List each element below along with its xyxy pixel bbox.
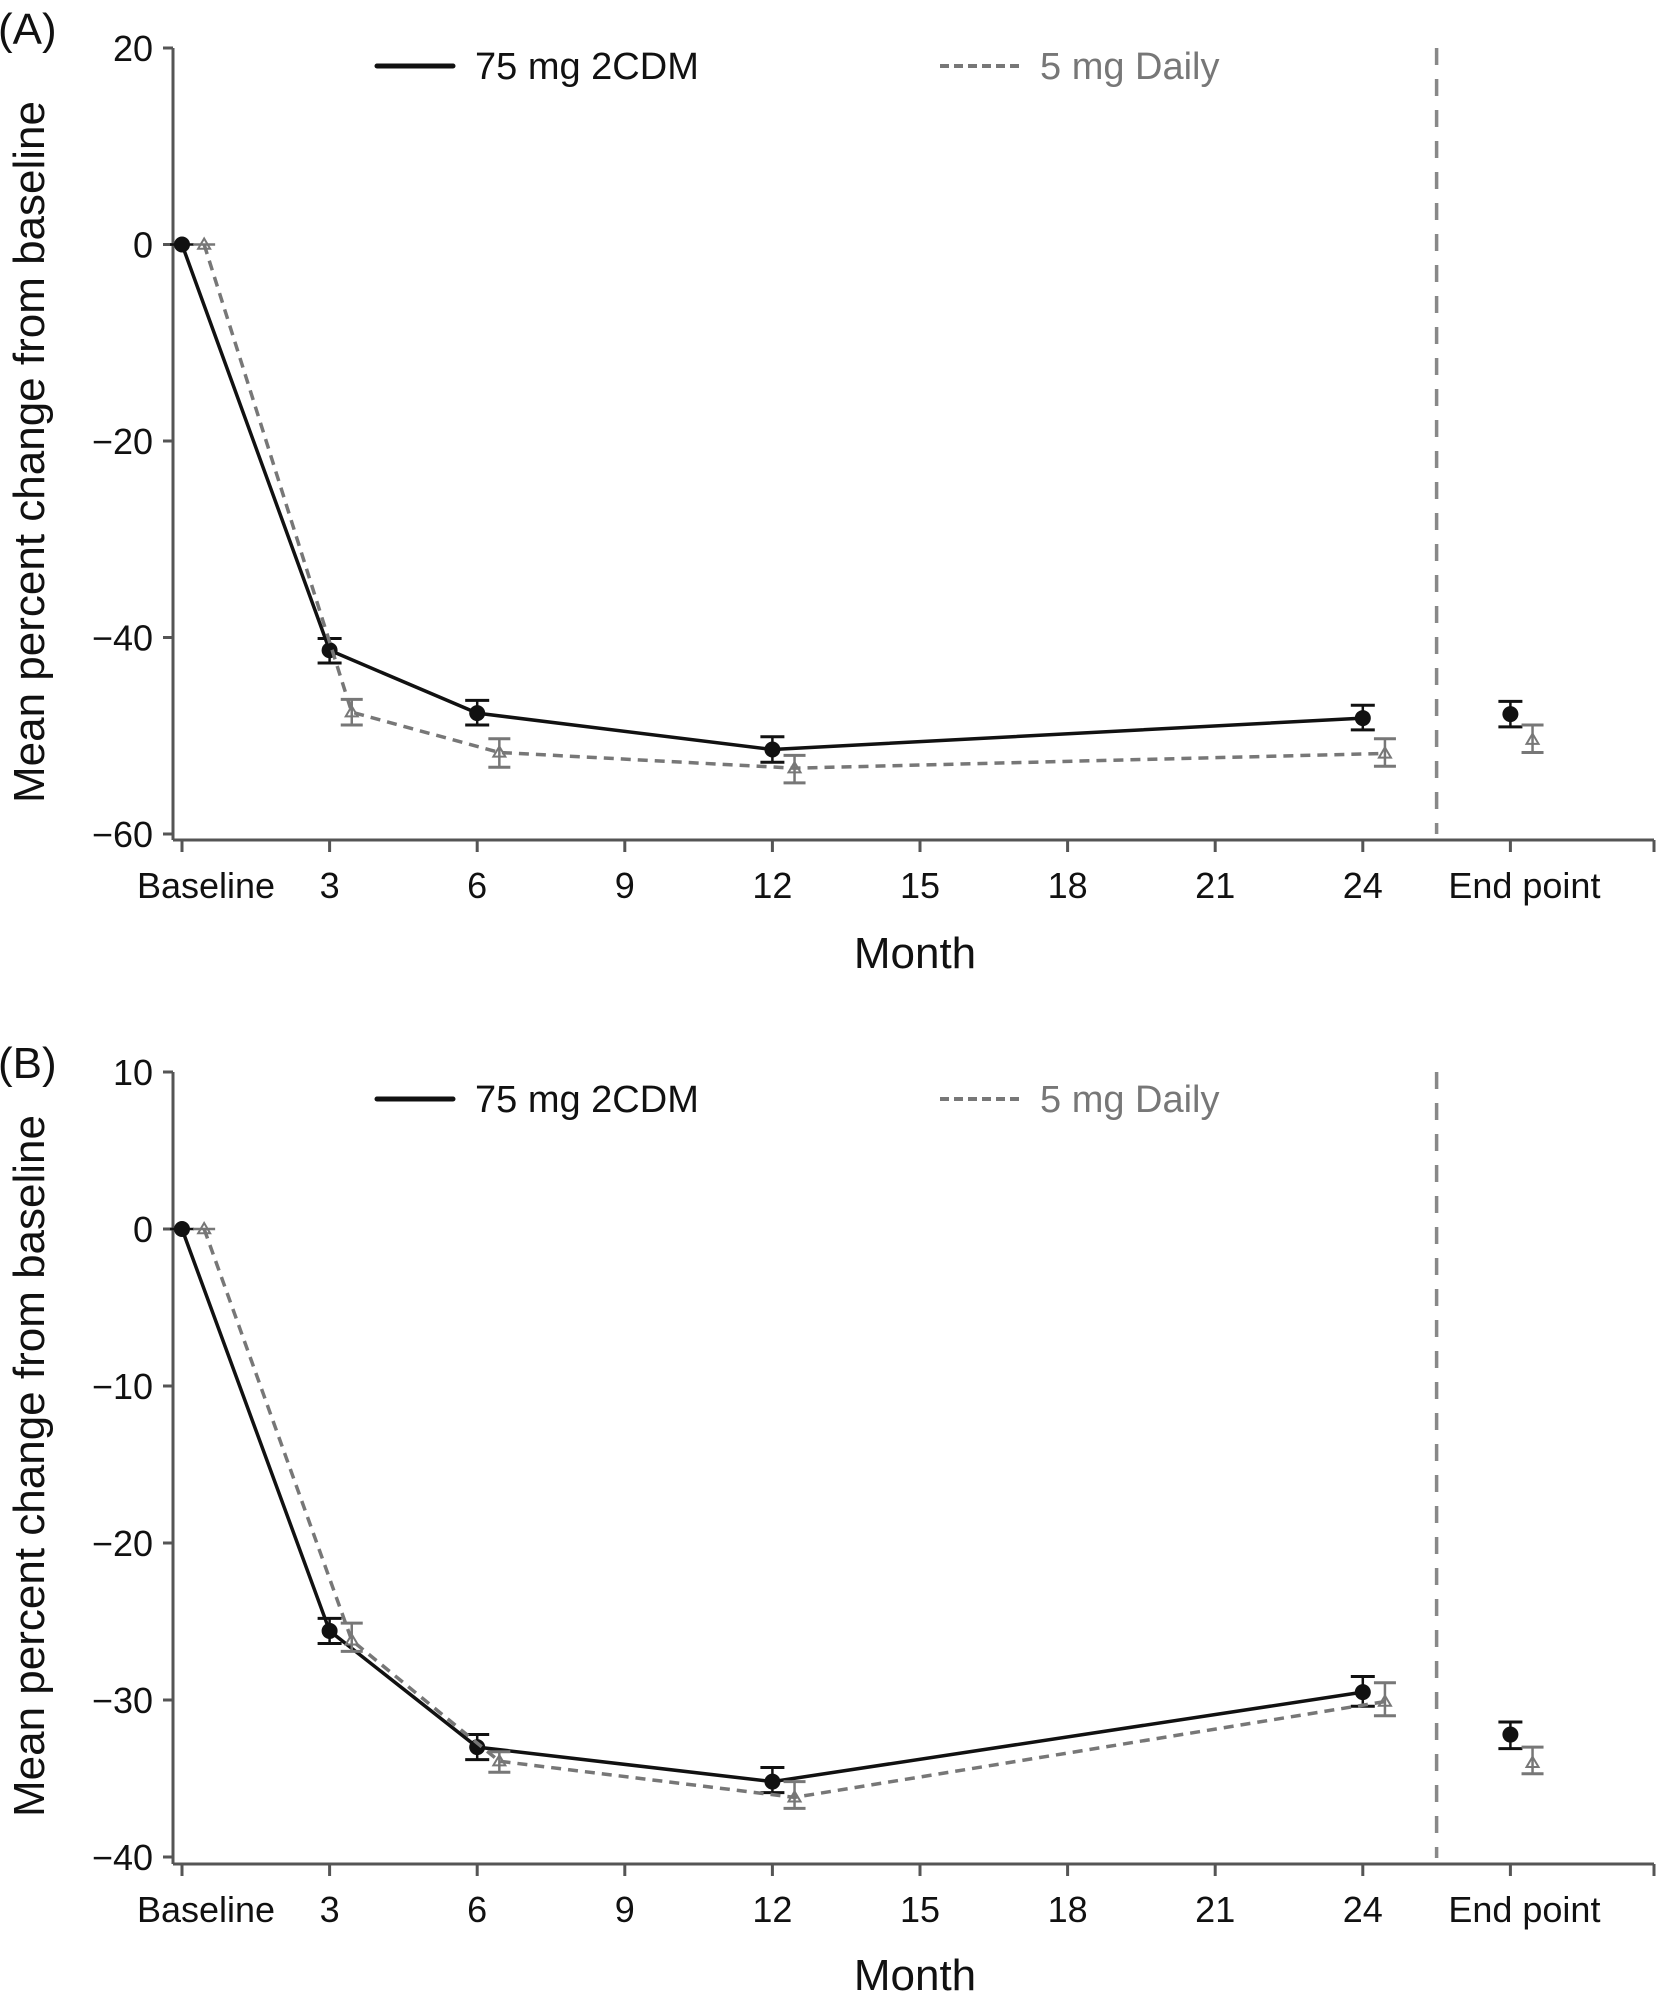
x-tick-label: 15 <box>900 865 940 906</box>
x-tick-label: 18 <box>1048 865 1088 906</box>
x-axis-title: Month <box>854 929 976 978</box>
x-tick-label: 6 <box>467 865 487 906</box>
x-axis-title: Month <box>854 1951 976 1995</box>
series-75mg-2cdm <box>170 236 1523 764</box>
x-tick-label: 3 <box>320 1889 340 1930</box>
y-tick-label: 0 <box>133 225 153 266</box>
data-point <box>1524 1754 1541 1768</box>
x-tick-label: Baseline <box>137 865 275 906</box>
data-point <box>196 236 212 250</box>
y-tick-label: −60 <box>92 814 153 855</box>
series-5mg-daily <box>193 1221 1544 1810</box>
x-tick-label: 21 <box>1195 1889 1235 1930</box>
series-line <box>202 1228 1386 1800</box>
data-point <box>786 1789 803 1803</box>
legend-label: 5 mg Daily <box>1040 1079 1220 1121</box>
x-tick-label: 9 <box>615 1889 635 1930</box>
legend-label: 5 mg Daily <box>1040 46 1220 88</box>
legend-label: 75 mg 2CDM <box>475 1079 699 1121</box>
data-point <box>469 705 486 722</box>
x-tick-label: End point <box>1448 865 1600 906</box>
x-tick-label: 12 <box>752 1889 792 1930</box>
y-tick-label: 0 <box>133 1209 153 1250</box>
x-tick-label: 12 <box>752 865 792 906</box>
x-tick-label: 24 <box>1343 865 1383 906</box>
data-point <box>786 760 803 774</box>
x-tick-label: 21 <box>1195 865 1235 906</box>
y-tick-label: −20 <box>92 421 153 462</box>
y-tick-label: −30 <box>92 1680 153 1721</box>
data-point <box>174 236 190 253</box>
x-tick-label: 6 <box>467 1889 487 1930</box>
data-point <box>1354 1684 1371 1701</box>
y-tick-label: 10 <box>113 1052 153 1093</box>
data-point <box>1354 710 1371 727</box>
y-tick-label: −10 <box>92 1366 153 1407</box>
x-tick-label: 9 <box>615 865 635 906</box>
series-line <box>202 243 1385 770</box>
chart-panel-b: (B) 10 0 −10 −20 −30 −40 Mean percent change fr… <box>0 1039 1656 1995</box>
data-point <box>1502 706 1519 723</box>
y-tick-label: 20 <box>113 28 153 69</box>
x-tick-label: 3 <box>320 865 340 906</box>
data-point <box>1524 731 1541 745</box>
x-tick-label: 18 <box>1048 1889 1088 1930</box>
data-point <box>764 741 781 758</box>
data-point <box>321 1622 338 1639</box>
y-tick-label: −40 <box>92 618 153 659</box>
x-tick-label: End point <box>1448 1889 1600 1930</box>
y-axis-title: Mean percent change from baseline <box>5 1115 54 1817</box>
data-point <box>491 1753 508 1767</box>
data-point <box>196 1221 212 1235</box>
y-axis-title: Mean percent change from baseline <box>5 101 54 803</box>
y-tick-label: −20 <box>92 1523 153 1564</box>
data-point <box>764 1773 781 1790</box>
legend-label: 75 mg 2CDM <box>475 46 699 88</box>
data-point <box>1377 1693 1393 1707</box>
data-point <box>1502 1726 1519 1743</box>
data-point <box>491 744 508 758</box>
x-tick-label: Baseline <box>137 1889 275 1930</box>
data-point <box>343 1632 360 1646</box>
series-line <box>180 1228 1364 1784</box>
series-line <box>180 243 1363 752</box>
chart-panel-a: (A) 20 0 −20 −40 −60 Mean percent change from … <box>0 5 1656 978</box>
y-tick-label: −40 <box>92 1837 153 1878</box>
panel-label: (B) <box>0 1039 57 1088</box>
series-75mg-2cdm <box>170 1221 1523 1795</box>
series-5mg-daily <box>193 236 1544 785</box>
x-tick-label: 24 <box>1343 1889 1383 1930</box>
x-tick-label: 15 <box>900 1889 940 1930</box>
data-point <box>1377 745 1393 759</box>
data-point <box>343 704 360 718</box>
data-point <box>174 1221 190 1237</box>
data-point <box>469 1739 486 1756</box>
panel-label: (A) <box>0 5 57 54</box>
